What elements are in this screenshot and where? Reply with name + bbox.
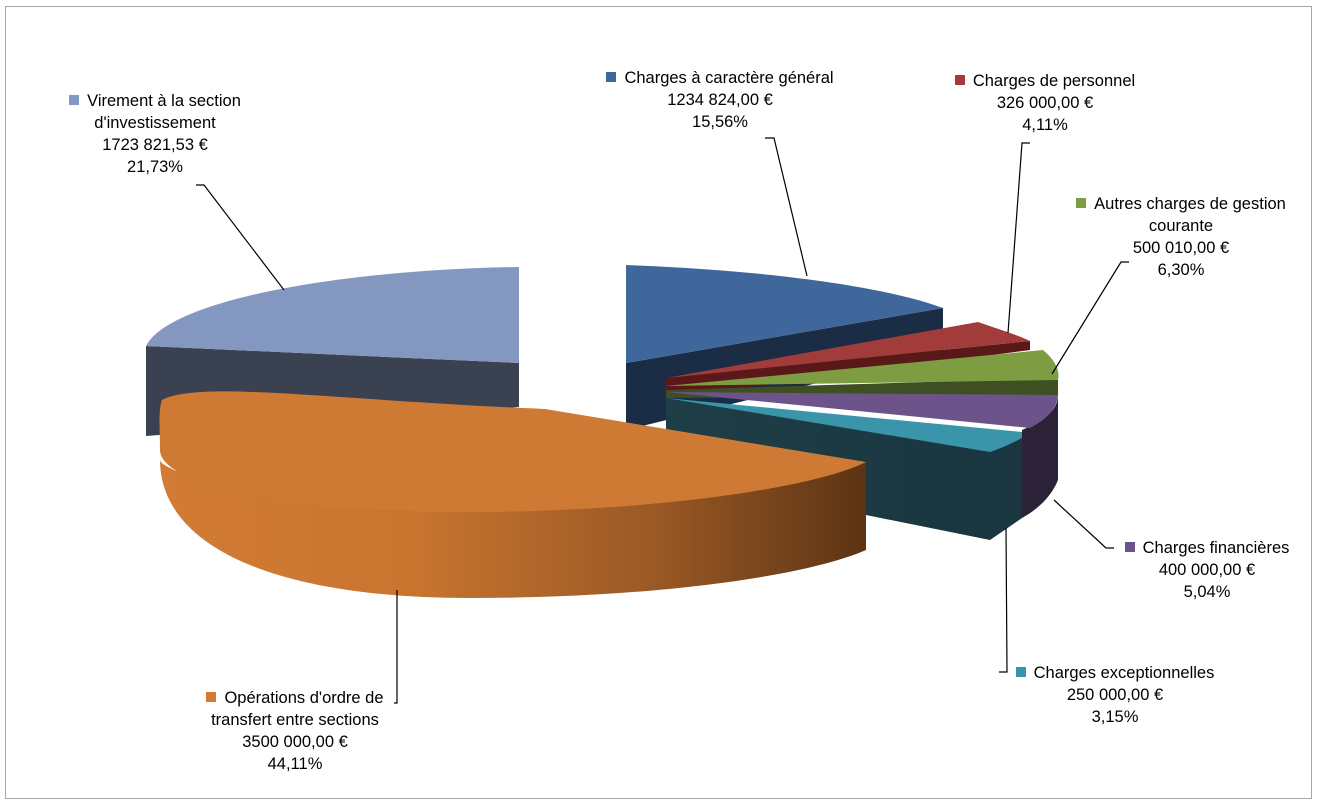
- label-virement: Virement à la section d'investissement 1…: [40, 90, 270, 178]
- label-exceptionnelles-value: 250 000,00 €: [1066, 686, 1164, 704]
- leader-autres: [1051, 261, 1129, 375]
- leader-caractere: [765, 137, 808, 277]
- label-operations-value: 3500 000,00 €: [242, 733, 348, 751]
- label-financieres-value: 400 000,00 €: [1158, 561, 1256, 579]
- label-caractere-name: Charges à caractère général: [624, 69, 834, 87]
- swatch-autres: [1076, 198, 1087, 208]
- slice-virement-top: [146, 267, 519, 363]
- swatch-exceptionnelles: [1015, 667, 1026, 677]
- label-personnel: Charges de personnel 326 000,00 € 4,11%: [930, 70, 1160, 136]
- label-operations-name-1: Opérations d'ordre de: [224, 689, 384, 707]
- swatch-financieres: [1124, 542, 1135, 552]
- label-operations: Opérations d'ordre de transfert entre se…: [165, 687, 425, 775]
- label-financieres-name: Charges financières: [1142, 539, 1290, 557]
- slice-operations-side: [160, 460, 866, 598]
- slice-operations-top: [159, 391, 866, 512]
- label-exceptionnelles: Charges exceptionnelles 250 000,00 € 3,1…: [990, 662, 1240, 728]
- label-autres-value: 500 010,00 €: [1132, 239, 1230, 257]
- label-virement-value: 1723 821,53 €: [102, 136, 208, 154]
- slice-autres-top: [666, 350, 1059, 386]
- slice-financieres: [666, 392, 1058, 518]
- leader-lines: [196, 137, 1129, 704]
- leader-virement: [196, 184, 285, 291]
- label-virement-name-1: Virement à la section: [87, 92, 241, 110]
- label-caractere-pct: 15,56%: [692, 113, 748, 131]
- slice-financieres-top: [666, 392, 1058, 428]
- leader-operations: [394, 590, 398, 704]
- label-operations-pct: 44,11%: [267, 755, 323, 773]
- slice-financieres-side: [1022, 395, 1058, 518]
- slice-caractere-top: [626, 265, 943, 363]
- slice-exceptionnelles: [666, 398, 1022, 540]
- label-operations-name-2: transfert entre sections: [211, 711, 379, 729]
- swatch-caractere: [606, 72, 617, 82]
- label-autres-pct: 6,30%: [1157, 261, 1205, 279]
- label-virement-name-2: d'investissement: [94, 114, 216, 132]
- slice-personnel-top: [666, 322, 1030, 378]
- swatch-personnel: [954, 75, 965, 85]
- slice-operations: [159, 391, 866, 598]
- label-personnel-value: 326 000,00 €: [996, 94, 1094, 112]
- label-financieres: Charges financières 400 000,00 € 5,04%: [1102, 537, 1312, 603]
- label-personnel-pct: 4,11%: [1022, 116, 1068, 134]
- label-caractere: Charges à caractère général 1234 824,00 …: [570, 67, 870, 133]
- leader-financieres: [1053, 499, 1114, 549]
- label-exceptionnelles-pct: 3,15%: [1091, 708, 1139, 726]
- swatch-operations: [206, 692, 217, 702]
- leader-personnel: [1007, 142, 1030, 334]
- label-autres-name-2: courante: [1148, 217, 1214, 235]
- label-personnel-name: Charges de personnel: [972, 72, 1136, 90]
- leader-exceptionnelles: [999, 527, 1008, 673]
- slice-exceptionnelles-top: [666, 398, 1022, 452]
- swatch-virement: [69, 95, 80, 105]
- label-virement-pct: 21,73%: [127, 158, 183, 176]
- label-financieres-pct: 5,04%: [1183, 583, 1231, 601]
- label-exceptionnelles-name: Charges exceptionnelles: [1033, 664, 1215, 682]
- label-autres: Autres charges de gestion courante 500 0…: [1050, 193, 1312, 281]
- label-caractere-value: 1234 824,00 €: [667, 91, 773, 109]
- label-autres-name-1: Autres charges de gestion: [1094, 195, 1286, 213]
